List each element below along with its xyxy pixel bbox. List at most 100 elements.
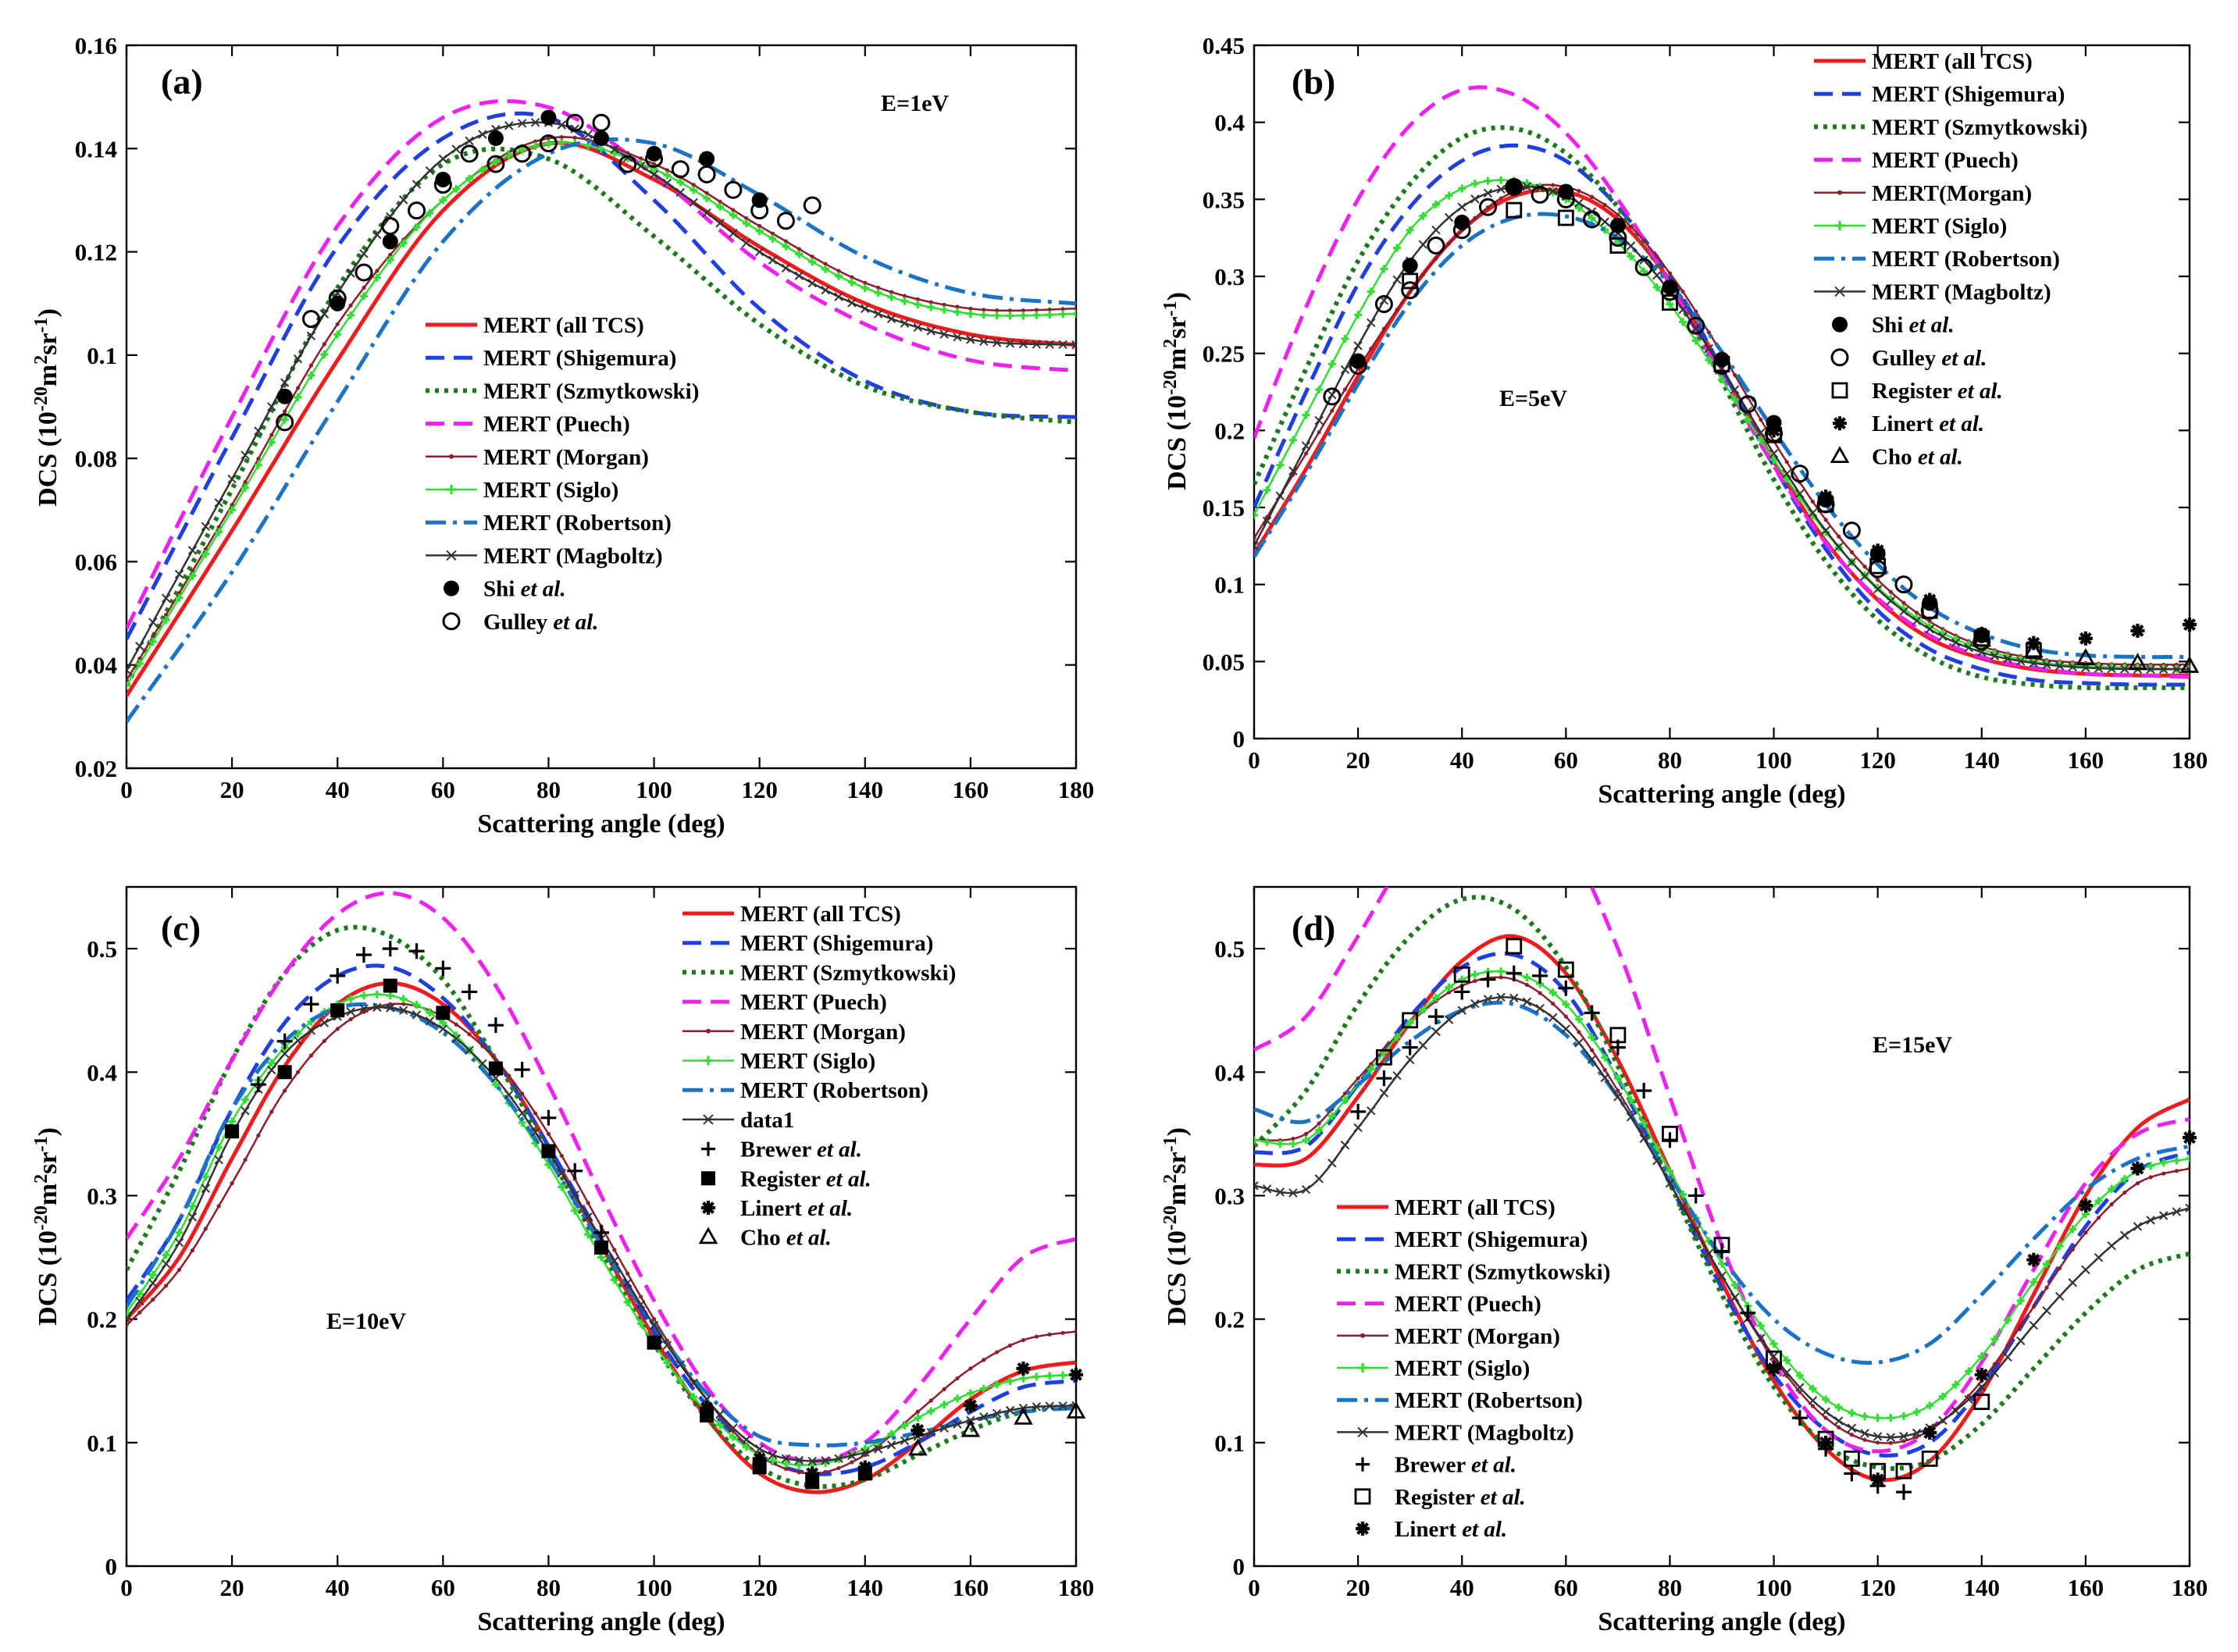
data-point: [1819, 1435, 1834, 1450]
series-marker: [2030, 1278, 2038, 1287]
series-marker: [1353, 1123, 1363, 1133]
series-marker: [1254, 536, 1256, 541]
series-marker: [557, 1168, 567, 1178]
series-marker: [662, 178, 672, 188]
legend-marker: [1357, 1426, 1368, 1438]
legend-marker: [698, 1227, 718, 1244]
series-marker: [782, 1459, 790, 1468]
series-marker: [164, 1284, 169, 1288]
series-marker: [584, 1230, 593, 1239]
series-marker: [1705, 356, 1713, 365]
series-marker: [1019, 312, 1028, 320]
series-marker: [267, 438, 276, 447]
legend-label: MERT(Morgan): [1872, 181, 2032, 206]
series-marker: [992, 1380, 1001, 1389]
series-marker: [162, 1251, 170, 1259]
series-marker: [375, 269, 380, 273]
series-marker: [201, 1173, 210, 1181]
series-marker: [1808, 1396, 1818, 1405]
data-point: [1738, 395, 1757, 414]
legend-marker: [1358, 1363, 1367, 1373]
series-marker: [398, 195, 408, 205]
series-marker: [623, 153, 633, 162]
x-tick-label: 40: [326, 1574, 350, 1601]
series-marker: [1562, 1000, 1570, 1009]
series-marker: [781, 1454, 791, 1463]
series-marker: [966, 309, 975, 318]
data-point: [646, 145, 662, 162]
series-marker: [1060, 1330, 1065, 1335]
series-marker: [333, 330, 342, 339]
data-point: [1480, 971, 1496, 988]
data-point: [1609, 1027, 1627, 1044]
series-marker: [665, 1338, 670, 1343]
series-marker: [228, 1117, 237, 1126]
series-marker: [979, 1384, 988, 1393]
data-point: [1923, 1426, 1937, 1440]
series-marker: [2042, 660, 2051, 670]
series-marker: [1393, 1033, 1402, 1041]
series-marker: [702, 1394, 711, 1405]
series-marker: [1032, 1402, 1042, 1412]
series-marker: [227, 474, 237, 484]
x-tick-label: 20: [220, 776, 244, 803]
data-point: [383, 978, 397, 993]
data-point: [699, 151, 715, 167]
series-marker: [953, 308, 961, 316]
data-point: [1016, 1361, 1031, 1376]
y-tick-label: 0.4: [1214, 109, 1245, 137]
series-marker: [348, 303, 353, 308]
series-marker: [861, 1447, 870, 1458]
series-marker: [1639, 1134, 1648, 1144]
series-marker: [1849, 1433, 1854, 1437]
series-marker: [1045, 340, 1054, 349]
series-marker: [2070, 1247, 2075, 1252]
y-axis-label: DCS (10-20m2sr-1): [1160, 1127, 1192, 1326]
series-marker: [1666, 1166, 1674, 1175]
series-marker: [412, 1000, 421, 1009]
y-tick-label: 0: [105, 1553, 118, 1580]
series-marker: [1626, 241, 1636, 251]
series-marker: [1445, 983, 1453, 992]
x-tick-label: 0: [1248, 1574, 1260, 1601]
series-marker: [690, 186, 698, 194]
series-marker: [1315, 386, 1324, 394]
series-marker: [861, 304, 870, 314]
series-marker: [1288, 1140, 1297, 1148]
series-marker: [161, 1259, 171, 1269]
series-marker: [610, 1256, 619, 1266]
data-point: [1819, 490, 1834, 504]
series-marker: [230, 1181, 234, 1186]
series-marker: [583, 130, 593, 140]
series-marker: [1577, 188, 1581, 194]
series-marker: [2015, 1336, 2026, 1346]
series-marker: [1641, 238, 1646, 243]
series-marker: [1045, 1401, 1054, 1411]
series-marker: [940, 305, 949, 314]
series-marker: [676, 178, 685, 187]
series-marker: [1457, 1006, 1466, 1015]
data-point: [1923, 593, 1937, 607]
series-marker: [718, 199, 722, 204]
data-point: [565, 113, 584, 132]
panel-label: (d): [1292, 908, 1335, 948]
legend-label: Gulley et al.: [1872, 346, 1987, 371]
y-tick-label: 0.04: [75, 652, 117, 679]
series-marker: [1848, 1408, 1856, 1417]
series-marker: [1601, 1053, 1609, 1062]
series-marker: [914, 1414, 922, 1422]
y-axis-label: DCS (10-20m2sr-1): [1160, 292, 1192, 490]
series-marker: [1574, 1038, 1584, 1048]
series-marker: [347, 995, 355, 1003]
data-point: [1894, 575, 1913, 594]
data-point: [1454, 984, 1470, 1000]
data-point: [540, 1109, 557, 1126]
series-marker: [663, 1358, 672, 1367]
legend-label: Shi et al.: [483, 577, 566, 602]
x-axis-label: Scattering angle (deg): [477, 810, 725, 838]
series-marker: [135, 660, 144, 668]
series-marker: [1470, 970, 1479, 979]
series-marker: [479, 166, 486, 174]
series-marker: [425, 166, 435, 176]
series-marker: [992, 312, 1001, 320]
